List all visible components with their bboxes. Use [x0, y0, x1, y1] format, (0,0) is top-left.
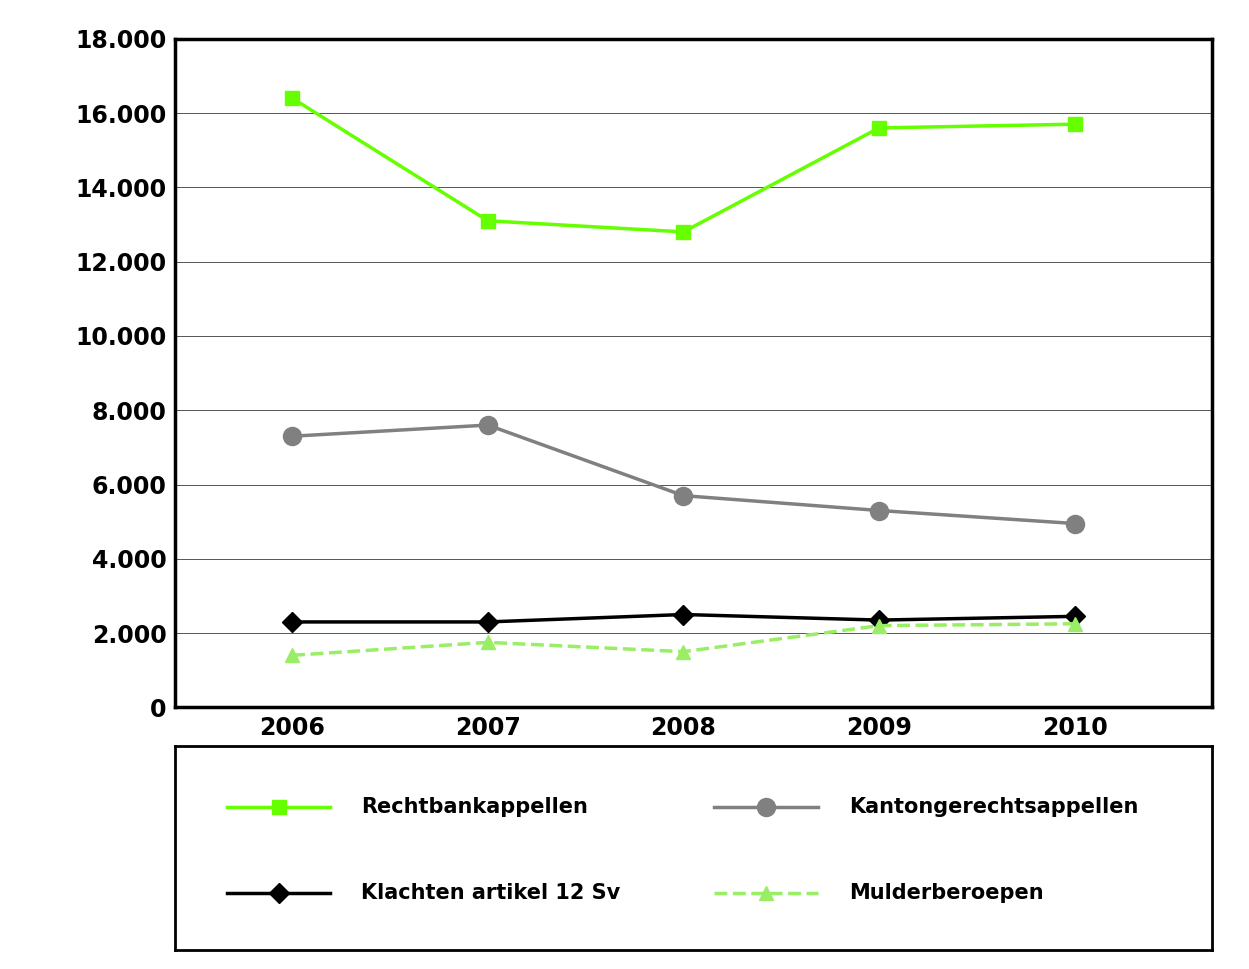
Text: Klachten artikel 12 Sv: Klachten artikel 12 Sv: [361, 883, 621, 903]
Text: Rechtbankappellen: Rechtbankappellen: [361, 797, 588, 817]
Text: Kantongerechtsappellen: Kantongerechtsappellen: [849, 797, 1138, 817]
Text: Mulderberoepen: Mulderberoepen: [849, 883, 1043, 903]
